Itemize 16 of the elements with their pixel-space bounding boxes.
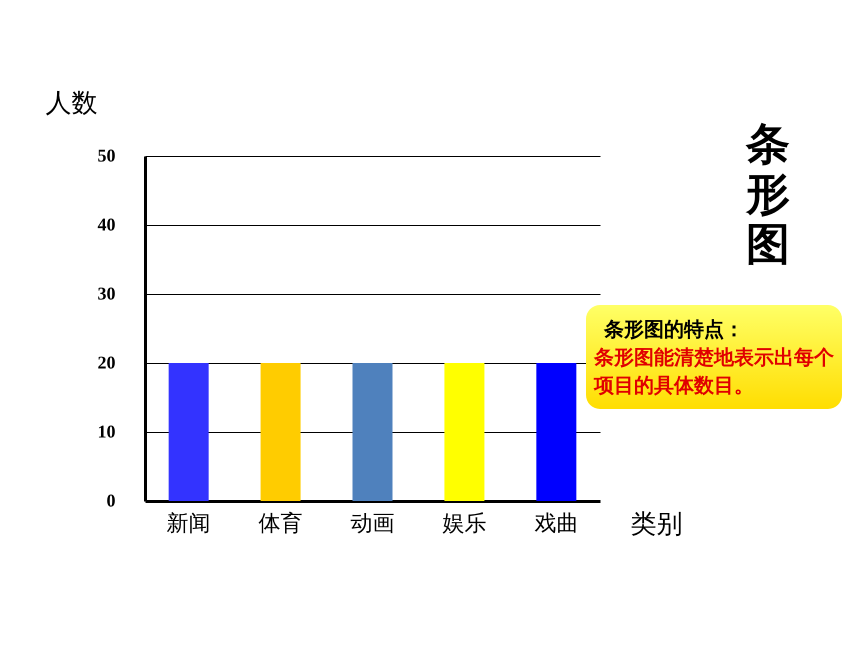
y-tick-label: 40 [98,214,116,234]
annotation: 条形图能清楚地表示出每个项目的具体数目。 [594,344,834,399]
x-tick-label: 新闻 [166,512,211,536]
text: 条形图 [744,119,791,270]
y-tick-label: 0 [106,490,116,510]
x-tick-label: 娱乐 [442,512,486,536]
y-tick-label: 20 [98,352,116,372]
x-tick-label: 体育 [258,510,303,536]
x-tick-label: 戏曲 [534,512,578,536]
y-tick-label: 30 [98,284,116,304]
y-tick-label: 10 [98,422,116,442]
y-tick-label: 50 [98,146,116,166]
text: 条形图的特点： [602,316,745,343]
x-axis-title: 类别 [630,510,682,540]
y-axis-title: 人数 [46,88,98,118]
x-tick-label: 动画 [350,512,394,536]
